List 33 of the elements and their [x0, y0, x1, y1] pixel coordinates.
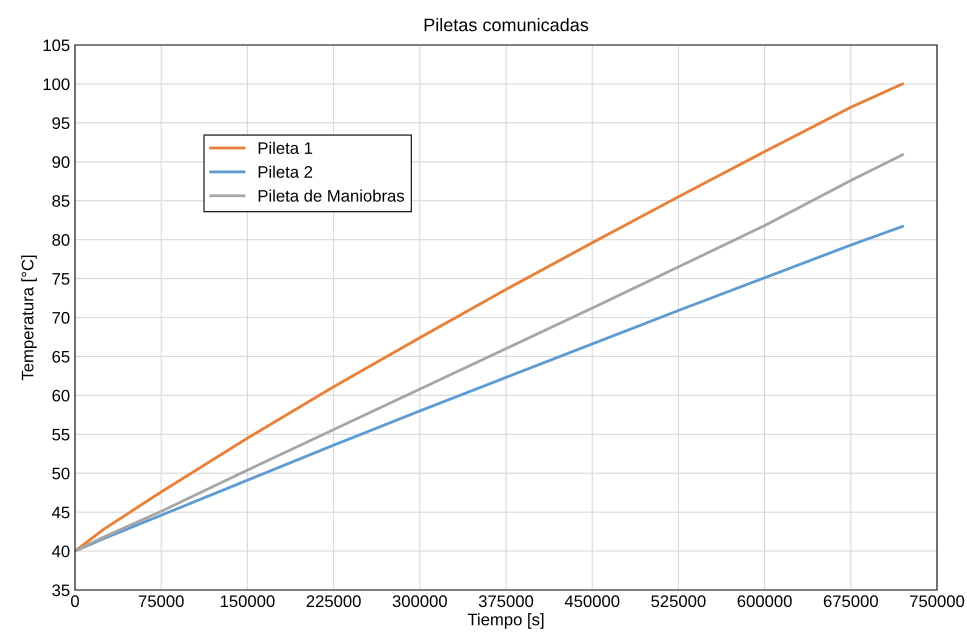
x-tick-label: 375000 — [478, 595, 534, 608]
y-tick-label: 35 — [52, 584, 70, 596]
y-axis-title: Temperatura [°C] — [21, 256, 37, 380]
x-tick-label: 450000 — [564, 595, 620, 608]
y-tick-label: 95 — [52, 117, 70, 130]
y-tick-label: 55 — [52, 428, 70, 440]
x-tick-label: 150000 — [220, 595, 275, 608]
chart-title: Piletas comunicadas — [424, 18, 588, 32]
y-tick-label: 75 — [52, 273, 70, 285]
y-tick-label: 50 — [52, 468, 70, 480]
legend-label: Pileta de Maniobras — [258, 189, 404, 202]
x-tick-label: 75000 — [138, 595, 184, 608]
x-axis-title: Tiempo [s] — [468, 613, 544, 629]
line-series — [75, 225, 904, 552]
x-tick-label: 600000 — [738, 595, 792, 608]
y-tick-label: 45 — [52, 506, 70, 518]
y-tick-label: 60 — [52, 390, 70, 402]
x-tick-label: 225000 — [306, 595, 361, 608]
y-tick-label: 100 — [44, 78, 70, 90]
x-tick-label: 525000 — [651, 595, 706, 608]
y-tick-label: 105 — [44, 39, 70, 52]
x-tick-label: 0 — [71, 595, 79, 608]
y-tick-label: 70 — [52, 312, 70, 324]
x-tick-label: 300000 — [392, 595, 447, 608]
y-tick-label: 85 — [52, 195, 70, 207]
y-tick-label: 65 — [52, 350, 70, 363]
x-tick-label: 675000 — [824, 595, 878, 608]
y-tick-label: 90 — [52, 156, 70, 168]
y-tick-label: 80 — [52, 234, 70, 246]
x-tick-label: 750000 — [910, 595, 964, 608]
y-tick-label: 40 — [52, 545, 70, 558]
legend-label: Pileta 1 — [258, 142, 312, 154]
legend-label: Pileta 2 — [258, 166, 312, 178]
